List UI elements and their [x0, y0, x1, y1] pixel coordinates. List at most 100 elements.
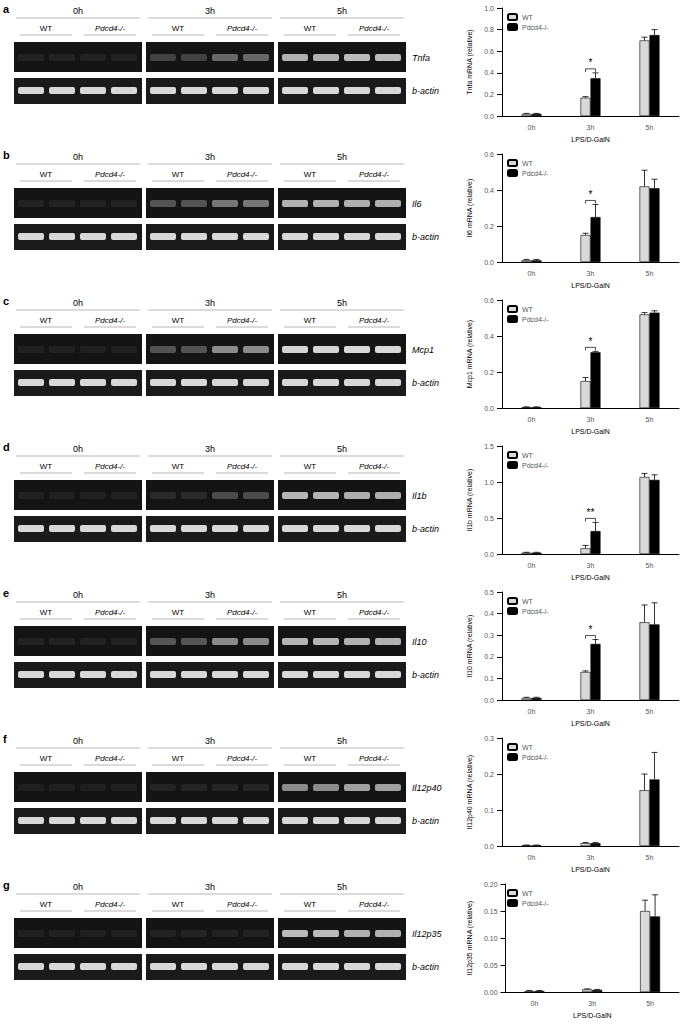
svg-text:Pdcd4-/-: Pdcd4-/-	[522, 462, 549, 469]
svg-text:WT: WT	[40, 170, 53, 179]
svg-text:0.1: 0.1	[484, 675, 494, 682]
svg-text:Pdcd4-/-: Pdcd4-/-	[359, 754, 390, 763]
svg-text:Il1b: Il1b	[412, 491, 427, 501]
svg-text:0.2: 0.2	[484, 771, 494, 778]
svg-text:0h: 0h	[73, 298, 83, 308]
svg-text:0h: 0h	[73, 6, 83, 16]
svg-text:WT: WT	[522, 14, 534, 21]
svg-text:Il6 mRNA (relative): Il6 mRNA (relative)	[466, 179, 474, 238]
svg-text:Il12p35: Il12p35	[412, 929, 443, 939]
svg-text:Pdcd4-/-: Pdcd4-/-	[95, 754, 126, 763]
svg-text:WT: WT	[304, 170, 317, 179]
svg-text:Pdcd4-/-: Pdcd4-/-	[359, 316, 390, 325]
svg-text:WT: WT	[304, 900, 317, 909]
svg-text:0.3: 0.3	[484, 735, 494, 742]
svg-text:5h: 5h	[337, 444, 347, 454]
svg-text:WT: WT	[40, 900, 53, 909]
svg-text:Il1b mRNA (relative): Il1b mRNA (relative)	[466, 469, 474, 532]
svg-text:LPS/D-GalN: LPS/D-GalN	[573, 1012, 612, 1019]
svg-text:c: c	[3, 295, 9, 307]
svg-text:0.3: 0.3	[484, 632, 494, 639]
svg-text:b: b	[3, 149, 10, 161]
svg-text:0.6: 0.6	[484, 48, 494, 55]
svg-text:Pdcd4-/-: Pdcd4-/-	[359, 608, 390, 617]
svg-text:b-actin: b-actin	[412, 816, 439, 826]
svg-text:0h: 0h	[531, 1000, 539, 1007]
svg-text:0.0: 0.0	[484, 405, 494, 412]
svg-text:WT: WT	[40, 316, 53, 325]
svg-text:0h: 0h	[73, 882, 83, 892]
svg-text:WT: WT	[304, 24, 317, 33]
svg-text:0.4: 0.4	[484, 187, 494, 194]
svg-text:WT: WT	[522, 598, 534, 605]
svg-text:3h: 3h	[205, 736, 215, 746]
svg-text:3h: 3h	[587, 708, 595, 715]
svg-text:0.5: 0.5	[484, 515, 494, 522]
svg-text:Pdcd4-/-: Pdcd4-/-	[95, 316, 126, 325]
svg-text:0.0: 0.0	[484, 259, 494, 266]
svg-text:Il10 mRNA (relative): Il10 mRNA (relative)	[466, 615, 474, 678]
svg-text:0.0: 0.0	[484, 843, 494, 850]
svg-text:0.0: 0.0	[484, 113, 494, 120]
svg-text:1.0: 1.0	[484, 5, 494, 12]
svg-text:Pdcd4-/-: Pdcd4-/-	[95, 170, 126, 179]
svg-text:5h: 5h	[337, 882, 347, 892]
svg-text:0h: 0h	[528, 124, 536, 131]
svg-text:Il12p40: Il12p40	[412, 783, 442, 793]
svg-text:*: *	[589, 624, 593, 635]
svg-text:WT: WT	[522, 160, 534, 167]
svg-text:Pdcd4-/-: Pdcd4-/-	[359, 24, 390, 33]
svg-text:LPS/D-GalN: LPS/D-GalN	[571, 428, 610, 435]
svg-text:0h: 0h	[528, 416, 536, 423]
svg-text:0.1: 0.1	[484, 807, 494, 814]
svg-text:5h: 5h	[337, 736, 347, 746]
svg-text:5h: 5h	[646, 124, 654, 131]
svg-text:1.5: 1.5	[484, 443, 494, 450]
svg-text:3h: 3h	[205, 882, 215, 892]
svg-text:0.10: 0.10	[484, 935, 498, 942]
svg-text:b-actin: b-actin	[412, 524, 439, 534]
svg-text:WT: WT	[522, 890, 534, 897]
svg-text:b-actin: b-actin	[412, 962, 439, 972]
svg-text:0.0: 0.0	[484, 551, 494, 558]
svg-text:3h: 3h	[587, 562, 595, 569]
svg-text:0.0: 0.0	[484, 697, 494, 704]
svg-text:3h: 3h	[588, 1000, 596, 1007]
svg-text:3h: 3h	[205, 6, 215, 16]
svg-text:0.2: 0.2	[484, 91, 494, 98]
svg-text:Tnfa: Tnfa	[412, 53, 430, 63]
svg-text:0.00: 0.00	[484, 989, 498, 996]
svg-text:3h: 3h	[205, 152, 215, 162]
svg-text:Pdcd4-/-: Pdcd4-/-	[522, 608, 549, 615]
svg-text:WT: WT	[172, 900, 185, 909]
svg-text:0.2: 0.2	[484, 653, 494, 660]
svg-text:b-actin: b-actin	[412, 232, 439, 242]
svg-text:5h: 5h	[337, 6, 347, 16]
svg-text:0.2: 0.2	[484, 223, 494, 230]
svg-text:Pdcd4-/-: Pdcd4-/-	[359, 900, 390, 909]
svg-text:WT: WT	[172, 608, 185, 617]
svg-text:Pdcd4-/-: Pdcd4-/-	[522, 900, 549, 907]
svg-text:Pdcd4-/-: Pdcd4-/-	[522, 754, 549, 761]
svg-text:0.4: 0.4	[484, 610, 494, 617]
svg-text:5h: 5h	[646, 854, 654, 861]
svg-text:Pdcd4-/-: Pdcd4-/-	[95, 24, 126, 33]
svg-text:Pdcd4-/-: Pdcd4-/-	[359, 462, 390, 471]
svg-text:WT: WT	[172, 462, 185, 471]
svg-text:0.6: 0.6	[484, 297, 494, 304]
svg-text:Pdcd4-/-: Pdcd4-/-	[359, 170, 390, 179]
svg-text:Pdcd4-/-: Pdcd4-/-	[227, 754, 258, 763]
svg-text:5h: 5h	[646, 562, 654, 569]
svg-text:Pdcd4-/-: Pdcd4-/-	[522, 316, 549, 323]
svg-text:5h: 5h	[337, 152, 347, 162]
svg-text:WT: WT	[172, 24, 185, 33]
svg-text:WT: WT	[172, 754, 185, 763]
svg-text:1.0: 1.0	[484, 479, 494, 486]
svg-text:0h: 0h	[73, 444, 83, 454]
svg-text:3h: 3h	[205, 444, 215, 454]
svg-text:0h: 0h	[73, 590, 83, 600]
svg-text:Pdcd4-/-: Pdcd4-/-	[95, 608, 126, 617]
svg-text:WT: WT	[172, 316, 185, 325]
svg-text:0.4: 0.4	[484, 333, 494, 340]
svg-text:0.8: 0.8	[484, 26, 494, 33]
